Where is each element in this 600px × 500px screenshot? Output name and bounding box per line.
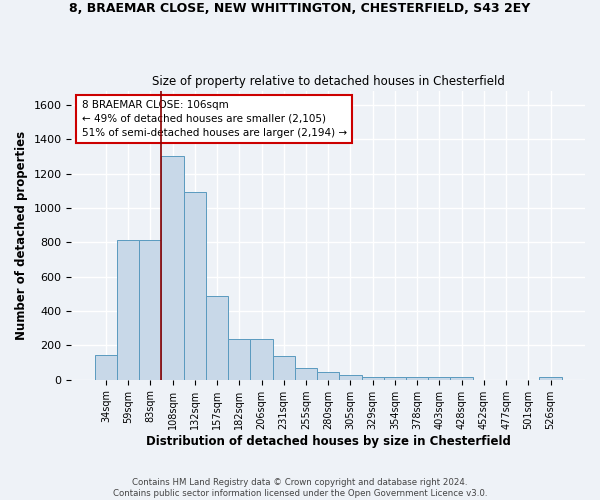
Bar [272,356,295,380]
Text: Contains HM Land Registry data © Crown copyright and database right 2024.
Contai: Contains HM Land Registry data © Crown c… [113,478,487,498]
Bar [161,156,184,380]
Bar [206,296,228,380]
Bar [340,376,362,380]
Bar [228,340,250,380]
Y-axis label: Number of detached properties: Number of detached properties [15,131,28,340]
Bar [317,372,340,380]
Bar [139,240,161,380]
Bar [362,377,384,380]
Bar [250,340,272,380]
Bar [539,377,562,380]
Bar [184,192,206,380]
Title: Size of property relative to detached houses in Chesterfield: Size of property relative to detached ho… [152,76,505,88]
X-axis label: Distribution of detached houses by size in Chesterfield: Distribution of detached houses by size … [146,434,511,448]
Bar [117,240,139,380]
Bar [384,377,406,380]
Bar [451,377,473,380]
Bar [406,377,428,380]
Bar [295,368,317,380]
Bar [428,377,451,380]
Text: 8, BRAEMAR CLOSE, NEW WHITTINGTON, CHESTERFIELD, S43 2EY: 8, BRAEMAR CLOSE, NEW WHITTINGTON, CHEST… [70,2,530,16]
Text: 8 BRAEMAR CLOSE: 106sqm
← 49% of detached houses are smaller (2,105)
51% of semi: 8 BRAEMAR CLOSE: 106sqm ← 49% of detache… [82,100,347,138]
Bar [95,355,117,380]
